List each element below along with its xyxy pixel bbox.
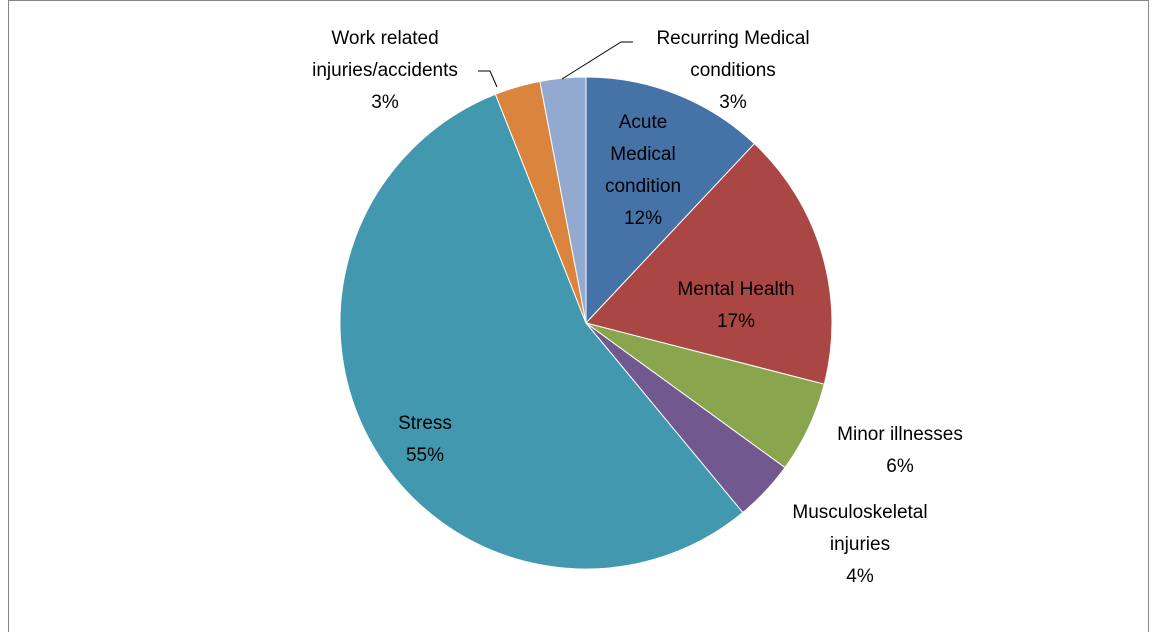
category-label: Mental Health bbox=[677, 279, 795, 300]
value-label: 3% bbox=[719, 92, 747, 113]
slice-label: Work related injuries/accidents 3% bbox=[303, 23, 468, 119]
category-label: Work related injuries/accidents bbox=[312, 28, 458, 81]
category-label: Stress bbox=[398, 413, 452, 434]
slice-label: Recurring Medical conditions 3% bbox=[646, 23, 821, 119]
value-label: 12% bbox=[623, 208, 663, 229]
category-label: Acute Medical condition bbox=[604, 112, 682, 197]
slice-label: Musculoskeletal injuries 4% bbox=[775, 497, 945, 593]
value-label: 3% bbox=[371, 92, 399, 113]
leader-line bbox=[561, 41, 633, 80]
value-label: 17% bbox=[716, 311, 756, 332]
category-label: Musculoskeletal injuries bbox=[792, 502, 928, 555]
value-label: 6% bbox=[886, 456, 914, 477]
slice-label: Mental Health 17% bbox=[651, 274, 821, 338]
slice-label: Minor illnesses 6% bbox=[810, 419, 990, 483]
slice-label: Acute Medical condition 12% bbox=[593, 107, 693, 235]
pie-slice bbox=[585, 142, 833, 385]
slice-label: Stress 55% bbox=[365, 408, 485, 472]
chart-border bbox=[8, 0, 1149, 632]
value-label: 55% bbox=[405, 445, 445, 466]
pie-slice bbox=[585, 76, 756, 325]
value-label: 4% bbox=[846, 566, 874, 587]
pie-slice bbox=[339, 93, 744, 570]
category-label: Recurring Medical conditions bbox=[656, 28, 810, 81]
leader-line bbox=[478, 70, 498, 88]
category-label: Minor illnesses bbox=[837, 424, 963, 445]
